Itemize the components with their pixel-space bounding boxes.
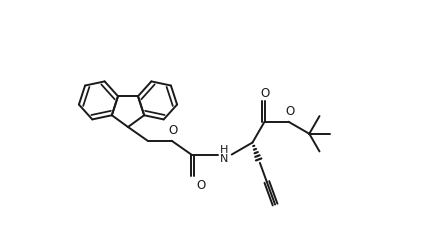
Text: H
N: H N — [220, 144, 228, 163]
Text: O: O — [196, 178, 206, 191]
Text: O: O — [168, 123, 177, 136]
Text: O: O — [285, 104, 294, 117]
Text: O: O — [260, 87, 269, 100]
